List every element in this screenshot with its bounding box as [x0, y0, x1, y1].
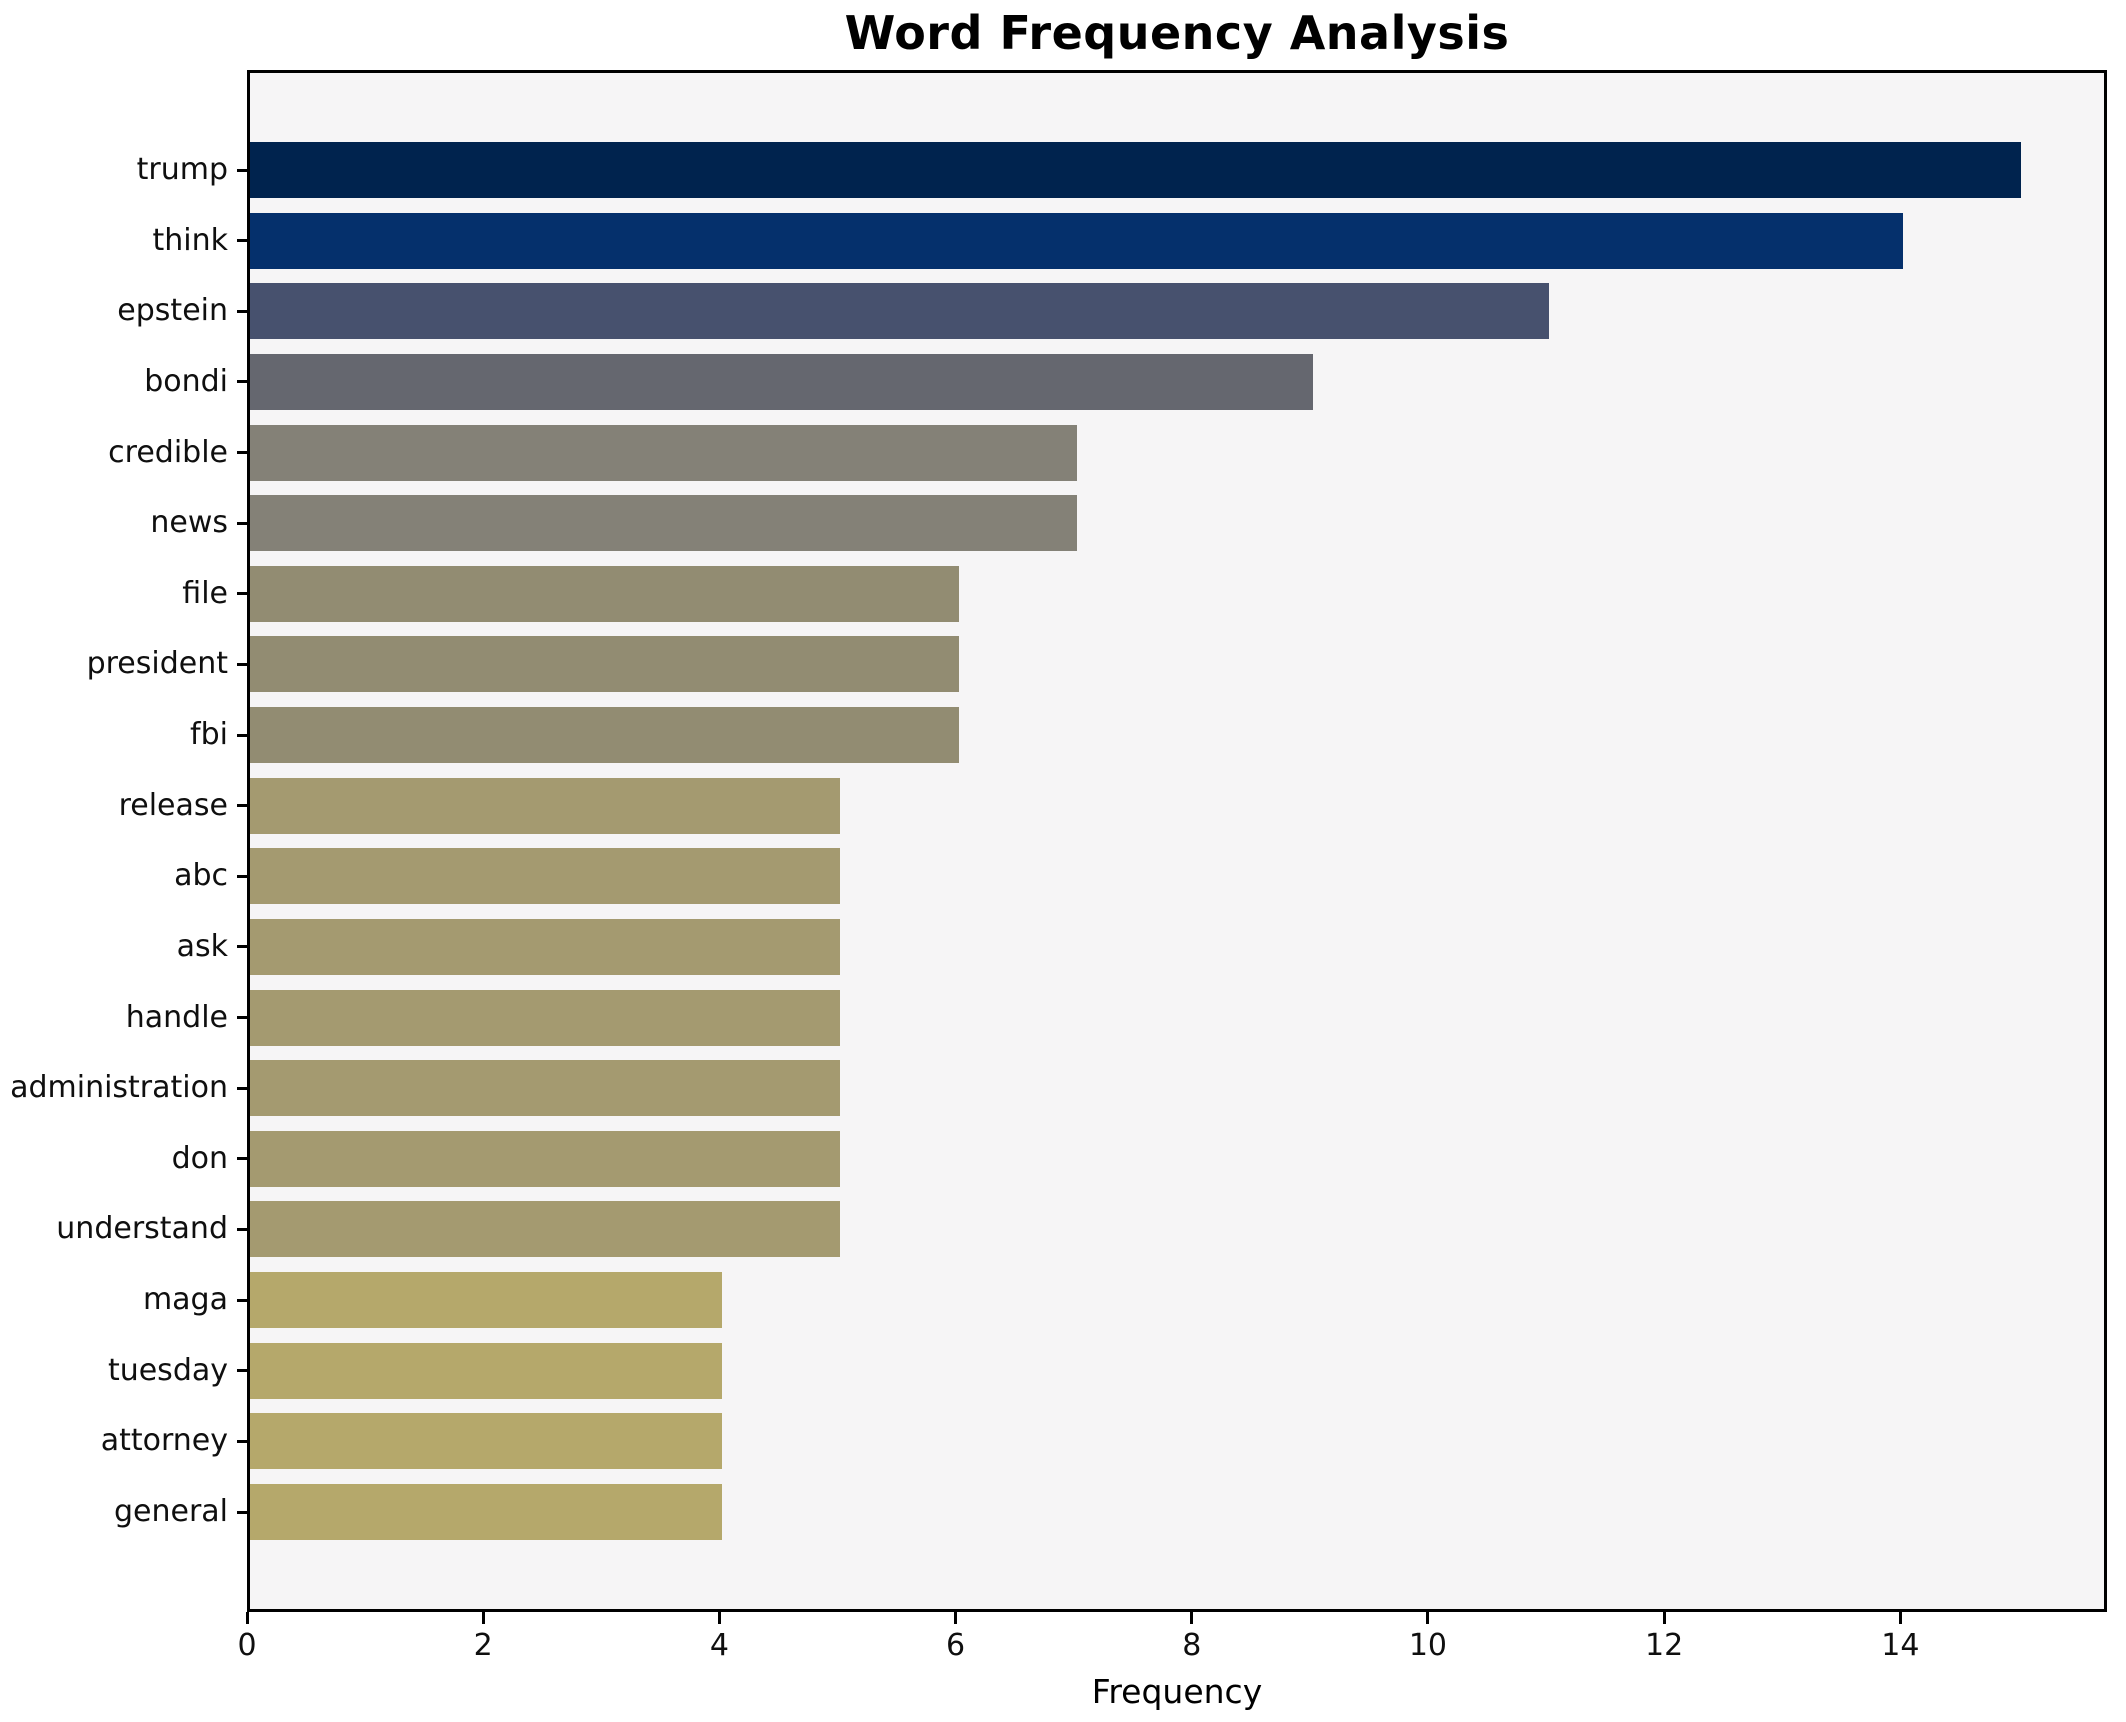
y-tick-label-abc: abc — [174, 858, 228, 894]
chart-title: Word Frequency Analysis — [844, 6, 1510, 60]
bar-general — [250, 1484, 723, 1540]
bar-bondi — [250, 353, 1313, 410]
y-tick-mark — [237, 380, 247, 384]
y-tick-label-fbi: fbi — [190, 717, 228, 753]
y-tick-mark — [237, 1157, 247, 1161]
bar-credible — [250, 424, 1077, 481]
x-tick-label-4: 4 — [709, 1628, 729, 1663]
bar-fbi — [250, 707, 959, 764]
y-tick-mark — [237, 1510, 247, 1514]
plot-area — [247, 70, 2107, 1612]
x-axis-label: Frequency — [1091, 1672, 1263, 1711]
x-tick-label-14: 14 — [1881, 1628, 1920, 1663]
y-tick-mark — [237, 521, 247, 525]
bar-epstein — [250, 283, 1550, 340]
bar-news — [250, 495, 1077, 552]
y-tick-label-understand: understand — [56, 1211, 228, 1247]
y-tick-label-think: think — [152, 222, 229, 258]
y-tick-mark — [237, 945, 247, 949]
bar-abc — [250, 848, 841, 905]
y-tick-label-handle: handle — [125, 999, 228, 1035]
y-tick-label-ask: ask — [176, 928, 228, 964]
bar-maga — [250, 1272, 723, 1329]
x-tick-mark — [1662, 1612, 1666, 1624]
y-tick-mark — [237, 733, 247, 737]
y-tick-mark — [237, 239, 247, 243]
y-tick-mark — [237, 168, 247, 172]
y-tick-mark — [237, 804, 247, 808]
y-tick-label-tuesday: tuesday — [107, 1352, 228, 1388]
y-tick-label-release: release — [118, 787, 228, 823]
y-tick-mark — [237, 1086, 247, 1090]
bar-file — [250, 565, 959, 622]
x-tick-label-10: 10 — [1408, 1628, 1448, 1663]
x-tick-mark — [1898, 1612, 1902, 1624]
bar-think — [250, 212, 1904, 269]
bar-tuesday — [250, 1342, 723, 1399]
x-tick-mark — [245, 1612, 249, 1624]
x-tick-label-12: 12 — [1645, 1628, 1684, 1663]
y-tick-mark — [237, 1227, 247, 1231]
x-tick-label-2: 2 — [473, 1628, 493, 1663]
y-tick-label-president: president — [86, 646, 228, 682]
bar-handle — [250, 989, 841, 1046]
y-tick-label-epstein: epstein — [117, 293, 228, 329]
y-tick-label-attorney: attorney — [100, 1423, 228, 1459]
y-tick-label-administration: administration — [10, 1070, 228, 1106]
y-tick-label-trump: trump — [136, 152, 228, 187]
bar-understand — [250, 1201, 841, 1258]
y-tick-label-bondi: bondi — [144, 363, 228, 399]
x-tick-mark — [717, 1612, 721, 1624]
x-tick-label-6: 6 — [946, 1628, 966, 1663]
x-tick-label-8: 8 — [1182, 1628, 1202, 1663]
bar-release — [250, 777, 841, 834]
x-tick-mark — [1190, 1612, 1194, 1624]
bar-attorney — [250, 1413, 723, 1470]
y-tick-label-credible: credible — [108, 434, 228, 470]
bar-don — [250, 1130, 841, 1187]
y-tick-mark — [237, 1016, 247, 1020]
y-tick-mark — [237, 1369, 247, 1373]
y-tick-mark — [237, 1439, 247, 1443]
y-tick-label-file: file — [182, 575, 228, 611]
y-tick-label-news: news — [150, 505, 228, 541]
bar-ask — [250, 918, 841, 975]
x-tick-mark — [481, 1612, 485, 1624]
y-tick-mark — [237, 451, 247, 455]
y-tick-label-maga: maga — [142, 1282, 228, 1318]
y-tick-label-don: don — [171, 1140, 228, 1176]
y-tick-mark — [237, 592, 247, 596]
x-tick-mark — [954, 1612, 958, 1624]
y-tick-label-general: general — [113, 1494, 228, 1529]
y-tick-mark — [237, 309, 247, 313]
y-tick-mark — [237, 1298, 247, 1302]
bar-president — [250, 636, 959, 693]
bar-trump — [250, 142, 2022, 198]
y-tick-mark — [237, 662, 247, 666]
bar-administration — [250, 1060, 841, 1117]
x-tick-label-0: 0 — [237, 1628, 257, 1663]
x-tick-mark — [1426, 1612, 1430, 1624]
y-tick-mark — [237, 874, 247, 878]
